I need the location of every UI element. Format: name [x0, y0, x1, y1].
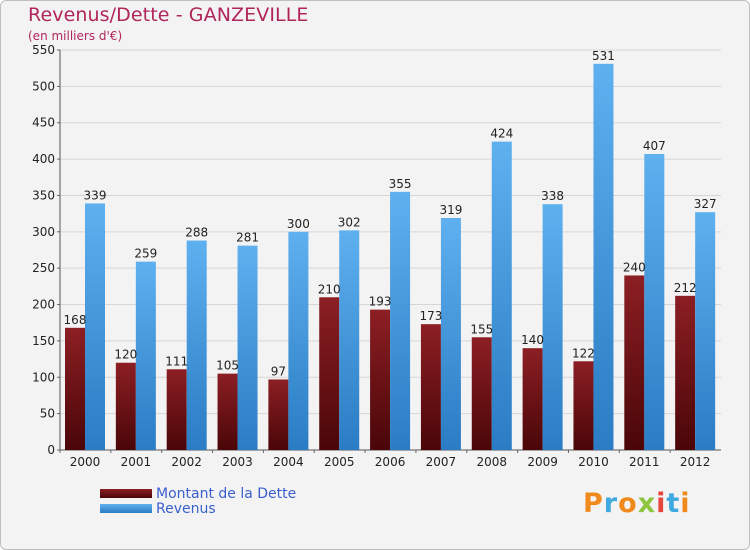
value-label-revenus-2004: 300	[287, 217, 310, 231]
bar-dette-2009	[522, 348, 543, 450]
y-tick-label: 500	[32, 79, 55, 93]
logo-letter: t	[666, 488, 681, 519]
y-tick-label: 150	[32, 334, 55, 348]
bar-revenus-2003	[237, 245, 258, 450]
bar-revenus-2001	[135, 261, 156, 450]
logo-letter: P	[583, 488, 604, 519]
logo-letter: x	[637, 488, 657, 519]
x-tick-label-2003: 2003	[222, 455, 253, 469]
y-tick-label: 550	[32, 43, 55, 57]
value-label-dette-2006: 193	[369, 295, 392, 309]
legend-label-dette: Montant de la Dette	[156, 486, 297, 502]
value-label-revenus-2000: 339	[84, 188, 107, 202]
y-tick-label: 0	[47, 443, 55, 457]
bar-revenus-2004	[288, 231, 309, 450]
bar-dette-2012	[675, 295, 696, 450]
value-label-dette-2003: 105	[216, 359, 239, 373]
bar-revenus-2000	[85, 203, 105, 450]
value-label-dette-2010: 122	[572, 346, 595, 360]
logo-letter: i	[680, 488, 691, 519]
x-tick-label-2006: 2006	[375, 455, 406, 469]
bar-dette-2007	[420, 324, 441, 450]
x-tick-label-2007: 2007	[426, 455, 457, 469]
chart-title: Revenus/Dette - GANZEVILLE	[28, 4, 309, 26]
bar-revenus-2005	[339, 230, 360, 450]
bar-revenus-2011	[644, 154, 665, 450]
bar-revenus-2002	[186, 240, 207, 450]
value-label-revenus-2011: 407	[643, 139, 666, 153]
legend-swatch-dette	[100, 489, 152, 498]
value-label-revenus-2012: 327	[694, 197, 717, 211]
x-tick-label-2008: 2008	[476, 455, 507, 469]
value-label-dette-2012: 212	[674, 281, 697, 295]
value-label-revenus-2008: 424	[490, 127, 513, 141]
y-tick-label: 50	[40, 407, 55, 421]
bar-dette-2002	[166, 369, 187, 450]
value-label-revenus-2003: 281	[236, 231, 259, 245]
bar-dette-2004	[268, 379, 289, 450]
bar-revenus-2009	[542, 204, 563, 450]
bar-dette-2005	[319, 297, 340, 450]
value-label-dette-2005: 210	[318, 282, 341, 296]
bar-dette-2003	[217, 373, 238, 450]
value-label-revenus-2005: 302	[338, 215, 361, 229]
bar-dette-2006	[370, 309, 391, 450]
x-tick-label-2010: 2010	[578, 455, 609, 469]
bar-revenus-2007	[440, 218, 461, 450]
value-label-revenus-2010: 531	[592, 49, 615, 63]
value-label-dette-2007: 173	[419, 309, 442, 323]
bar-dette-2010	[573, 361, 594, 450]
x-tick-label-2004: 2004	[273, 455, 304, 469]
x-tick-label-2012: 2012	[680, 455, 711, 469]
bar-dette-2001	[115, 362, 136, 450]
x-tick-label-2000: 2000	[70, 455, 101, 469]
legend-label-revenus: Revenus	[156, 501, 216, 517]
y-tick-label: 250	[32, 261, 55, 275]
value-label-dette-2008: 155	[470, 322, 493, 336]
chart-subtitle: (en milliers d'€)	[28, 29, 123, 43]
bar-dette-2008	[471, 337, 492, 450]
value-label-dette-2004: 97	[271, 364, 286, 378]
value-label-dette-2009: 140	[521, 333, 544, 347]
tick-labels: 0 50 100 150 200 250 300 350 400 450 500 550 2000 200…	[32, 43, 710, 469]
value-labels: 168 339 120 259 111 288 105 281 97 300 210 302 193 35…	[64, 49, 717, 379]
x-tick-label-2011: 2011	[629, 455, 660, 469]
y-tick-label: 200	[32, 298, 55, 312]
bars	[65, 63, 716, 451]
x-tick-label-2002: 2002	[171, 455, 202, 469]
value-label-dette-2002: 111	[165, 354, 188, 368]
value-label-dette-2000: 168	[64, 313, 87, 327]
y-tick-label: 350	[32, 188, 55, 202]
bar-revenus-2010	[593, 63, 614, 451]
value-label-revenus-2002: 288	[185, 226, 208, 240]
y-tick-label: 400	[32, 152, 55, 166]
proxiti-logo: Proxiti	[583, 488, 691, 519]
value-label-revenus-2001: 259	[134, 247, 157, 261]
value-label-revenus-2007: 319	[439, 203, 462, 217]
logo-letter: r	[603, 488, 619, 519]
value-label-revenus-2006: 355	[389, 177, 412, 191]
x-tick-label-2001: 2001	[121, 455, 152, 469]
bar-dette-2000	[65, 327, 85, 450]
bar-revenus-2008	[491, 141, 512, 451]
bar-revenus-2012	[695, 212, 716, 450]
bar-revenus-2006	[390, 191, 411, 450]
y-tick-label: 100	[32, 370, 55, 384]
bar-dette-2011	[624, 275, 645, 450]
logo-letter: o	[618, 488, 638, 519]
value-label-dette-2011: 240	[623, 260, 646, 274]
x-tick-label-2005: 2005	[324, 455, 355, 469]
value-label-dette-2001: 120	[114, 348, 137, 362]
x-tick-label-2009: 2009	[527, 455, 558, 469]
value-label-revenus-2009: 338	[541, 189, 564, 203]
legend-swatch-revenus	[100, 504, 152, 513]
y-tick-label: 300	[32, 225, 55, 239]
logo-letter: i	[656, 488, 667, 519]
y-tick-label: 450	[32, 116, 55, 130]
